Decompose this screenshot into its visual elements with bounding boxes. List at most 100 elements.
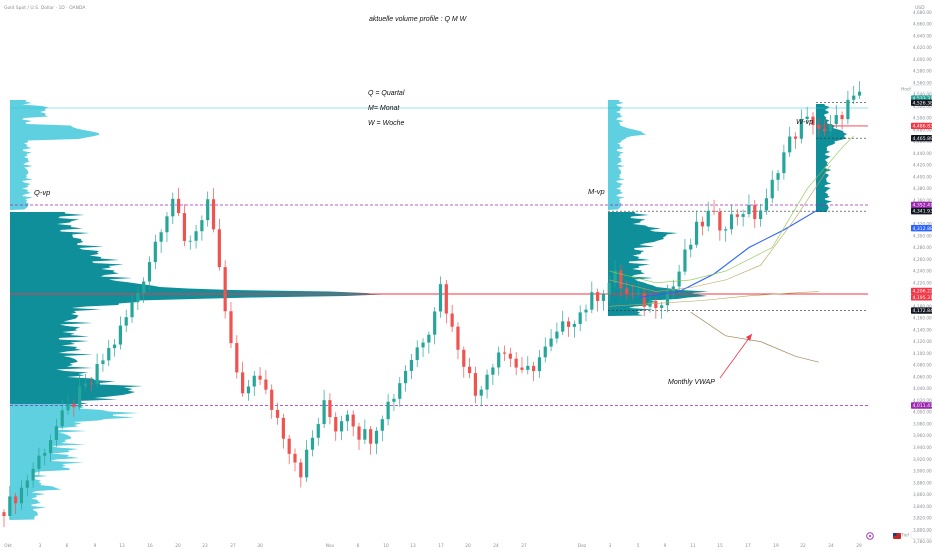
candle-body	[241, 372, 245, 394]
currency-label: USD	[915, 5, 925, 11]
y-tick-label: 4,680.000	[913, 10, 932, 15]
candle-body	[857, 91, 862, 96]
candle-body	[78, 386, 82, 408]
candle-body	[660, 305, 664, 308]
q-volume-profile	[10, 212, 383, 404]
volume-profiles	[10, 100, 847, 520]
candle-body	[31, 468, 35, 481]
price-badge	[911, 307, 932, 314]
candle-body	[823, 128, 827, 132]
candle-body	[363, 429, 367, 440]
vwap-lower-band	[690, 311, 819, 363]
candle-body	[700, 221, 704, 227]
symbol-header: Gold Spot / U.S. Dollar · 1D · OANDA	[4, 5, 86, 11]
y-tick-label: 4,320.000	[913, 222, 932, 227]
x-tick-label: 9	[664, 543, 667, 549]
price-badge-value: 4,550.150	[913, 86, 932, 92]
candle-body	[14, 496, 18, 504]
monthly-vwap-line	[638, 208, 820, 299]
y-tick-label: 4,240.000	[913, 269, 932, 274]
candle-body	[415, 347, 419, 360]
candle-body	[188, 240, 192, 242]
y-tick-label: 3,960.000	[913, 433, 932, 438]
candle-body	[43, 452, 47, 456]
candle-body	[19, 487, 24, 504]
x-axis[interactable]: Okt 3 6 9 13 16 20 23 27 30 Nov 6 10 13 17 20 24 27 Dez 3 5 9…	[4, 543, 862, 549]
candle-body	[182, 213, 187, 241]
candle-body	[828, 124, 833, 132]
candle-body	[753, 205, 757, 219]
candle-body	[357, 426, 361, 440]
y-tick-label: 4,040.000	[913, 386, 932, 391]
candle-body	[729, 214, 734, 230]
m-volume-profile-light	[608, 100, 647, 210]
price-badge	[911, 287, 932, 295]
candle-body	[502, 352, 507, 354]
candle-body	[299, 462, 303, 478]
price-badge-value: 3,791.175	[913, 533, 932, 539]
candle-body	[124, 317, 128, 326]
candle-body	[793, 136, 798, 139]
price-badge	[911, 122, 932, 130]
flag-icon[interactable]	[893, 533, 901, 539]
vwap-upper-band-2	[609, 165, 831, 292]
y-tick-label: 4,600.000	[913, 57, 932, 62]
y-tick-label: 4,100.000	[913, 351, 932, 356]
candle-body	[66, 403, 70, 411]
candle-body	[630, 293, 635, 295]
candle-body	[339, 421, 344, 432]
x-tick-label: 30	[257, 543, 263, 549]
x-tick-label: 27	[521, 543, 527, 549]
candle-body	[689, 244, 693, 250]
candle-body	[200, 220, 204, 232]
x-tick-label: Okt	[4, 543, 12, 549]
candle-body	[130, 302, 134, 318]
x-tick-label: 22	[800, 543, 806, 549]
x-tick-label: 13	[119, 543, 125, 549]
candle-body	[72, 403, 76, 408]
candle-body	[374, 430, 379, 444]
y-tick-label: 4,280.000	[913, 245, 932, 250]
y-tick-label: 4,120.000	[913, 339, 932, 344]
candle-body	[764, 198, 769, 211]
y-axis[interactable]: 4,680.000 4,660.000 4,640.000 4,620.000 4,60…	[913, 10, 932, 544]
candle-body	[473, 373, 478, 396]
y-tick-label: 4,260.000	[913, 257, 932, 262]
x-tick-label: 17	[745, 543, 751, 549]
candle-body	[101, 360, 105, 365]
candle-body	[403, 370, 408, 384]
candle-body	[48, 440, 53, 453]
candle-body	[351, 414, 355, 427]
price-badge-value: 4,465.890	[913, 136, 932, 142]
y-tick-label: 4,140.000	[913, 327, 932, 332]
candle-body	[782, 152, 786, 174]
candle-body	[206, 199, 210, 221]
legend-woche: W = Woche	[368, 120, 404, 127]
candle-body	[799, 118, 803, 139]
y-tick-label: 4,520.000	[913, 104, 932, 109]
candle-body	[89, 383, 93, 385]
settings-icon[interactable]	[866, 532, 874, 540]
y-tick-label: 3,800.000	[913, 527, 932, 532]
candle-body	[596, 292, 600, 301]
candle-body	[613, 270, 617, 283]
x-tick-label: 5	[637, 543, 640, 549]
candle-body	[252, 375, 256, 387]
badge-caption: Tief	[900, 533, 909, 539]
candle-body	[433, 311, 437, 335]
y-tick-label: 4,300.000	[913, 233, 932, 238]
x-tick-label: 20	[465, 543, 471, 549]
candle-body	[112, 344, 117, 349]
y-tick-label: 4,080.000	[913, 363, 932, 368]
price-badge	[911, 99, 932, 106]
candle-body	[316, 424, 320, 438]
x-tick-label: 6	[357, 543, 360, 549]
y-tick-label: 4,420.000	[913, 163, 932, 168]
candle-body	[508, 353, 512, 359]
candle-body	[450, 313, 454, 327]
candle-body	[817, 124, 821, 129]
candle-body	[788, 136, 792, 153]
y-tick-label: 3,920.000	[913, 457, 932, 462]
